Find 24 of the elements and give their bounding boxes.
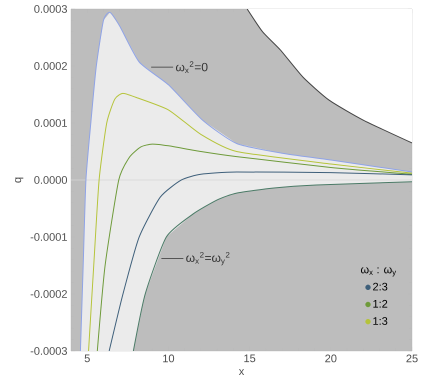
x-tick-label: 5: [84, 354, 90, 362]
legend-label: 2:3: [373, 282, 388, 291]
legend-title: ω$_{x}$ : ω$_{y}$: [360, 267, 396, 276]
y-tick-label: 0.0000: [34, 176, 68, 184]
line-series: [246, 9, 412, 144]
x-axis-title: x: [238, 369, 244, 375]
y-axis-title: q: [15, 178, 24, 183]
y-tick-label: -0.0001: [30, 233, 67, 241]
y-tick-label: 0.0002: [34, 62, 67, 70]
series-label: ω$_{x}$$^{2}$=0: [176, 61, 208, 74]
legend-label: 1:3: [373, 317, 388, 325]
y-tick-label: 0.0003: [34, 5, 67, 13]
x-tick-label: 25: [406, 354, 418, 362]
y-tick-label: -0.0002: [30, 290, 67, 298]
line-series: [80, 12, 412, 351]
x-tick-label: 20: [325, 354, 336, 362]
text: ω$_{x}$$^{2}$=ω$_{y}$2: [186, 252, 230, 266]
x-tick-label: 15: [244, 354, 256, 362]
line-series: [96, 144, 412, 351]
y-tick-label: -0.0003: [30, 347, 67, 355]
x-tick-label: 10: [163, 354, 174, 362]
y-tick-label: 0.0001: [34, 119, 67, 127]
line-series: [88, 92, 412, 351]
legend-label: 1:2: [373, 300, 388, 308]
